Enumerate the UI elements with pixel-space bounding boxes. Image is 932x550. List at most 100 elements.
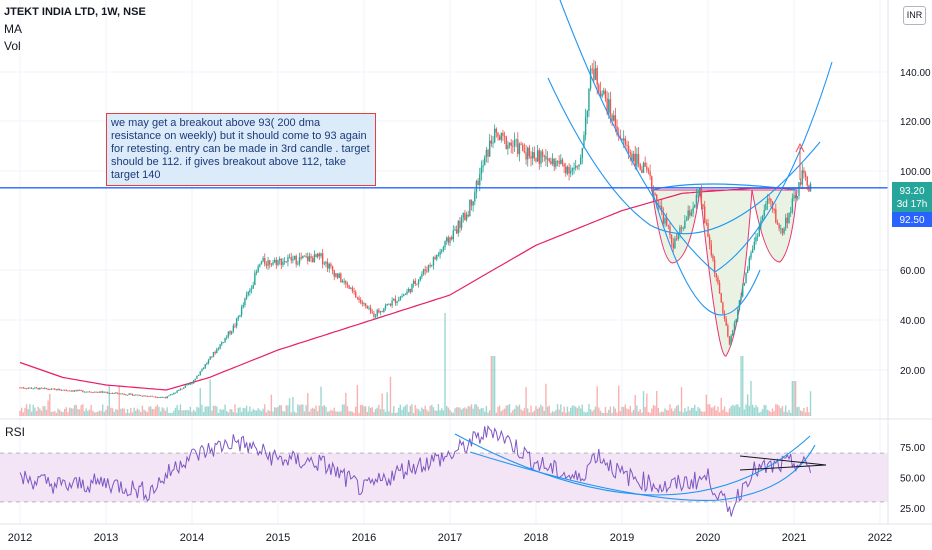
volume-bar (646, 393, 648, 416)
candle-body (173, 392, 175, 395)
volume-bar (283, 411, 286, 416)
pattern-shape[interactable] (651, 189, 701, 264)
volume-bar (230, 409, 233, 416)
candle-body (667, 225, 670, 227)
candle-body (505, 136, 507, 149)
arc-drawing[interactable] (547, 77, 821, 235)
volume-bar (531, 412, 534, 416)
rsi-arc-drawing[interactable] (454, 433, 811, 496)
volume-bar (355, 406, 357, 416)
candle-body (730, 335, 732, 345)
symbol-title[interactable]: JTEKT INDIA LTD, 1W, NSE (4, 6, 146, 18)
candle-body (599, 91, 602, 97)
ma-legend[interactable]: MA (4, 22, 22, 36)
volume-bar (806, 406, 808, 416)
volume-bar (659, 412, 661, 416)
candle-body (83, 391, 86, 393)
candle-body (70, 390, 72, 392)
candle-body (535, 158, 537, 162)
volume-bar (566, 406, 569, 416)
candle-body (449, 237, 451, 243)
arc-drawing[interactable] (559, 0, 833, 273)
candle-body (39, 387, 41, 390)
volume-bar (39, 408, 41, 416)
pattern-shape[interactable] (751, 189, 798, 263)
rsi-legend[interactable]: RSI (5, 425, 26, 439)
rsi-axis[interactable]: 75.00 50.00 25.00 (900, 443, 925, 515)
time-tick-label: 2016 (352, 532, 376, 544)
drawing-arcs[interactable] (547, 0, 833, 316)
candle-body (527, 147, 529, 160)
candle-body (115, 392, 117, 394)
candle-body (111, 393, 114, 394)
arc-drawing[interactable] (651, 189, 761, 316)
candle-body (512, 145, 514, 147)
volume-bar (136, 408, 139, 416)
candle-body (207, 359, 210, 364)
volume-bar (219, 409, 221, 416)
volume-bar (735, 404, 737, 416)
candle-body (507, 145, 509, 149)
candle-body (742, 285, 744, 297)
line-price-badge: 92.50 (892, 212, 932, 227)
volume-bar (384, 411, 387, 416)
volume-bar (687, 406, 689, 416)
candle-body (407, 288, 410, 292)
rsi-arc-drawing[interactable] (469, 444, 816, 501)
time-tick-label: 2022 (868, 532, 892, 544)
volume-bar (551, 411, 554, 416)
volume-bar (634, 394, 636, 416)
volume-bar (436, 410, 438, 416)
volume-bar (708, 404, 711, 416)
candle-body (282, 261, 284, 265)
target-arrow[interactable] (795, 142, 805, 180)
pattern-shape[interactable] (699, 189, 753, 357)
volume-bar (680, 387, 683, 416)
volume-bar (441, 408, 443, 416)
time-axis[interactable]: 2012 2013 2014 2015 2016 2017 2018 2019 2020 2021… (8, 532, 892, 544)
volume-bar (450, 411, 453, 416)
candle-body (593, 69, 595, 80)
candle-body (321, 253, 324, 265)
volume-bar (97, 411, 99, 416)
volume-bar (191, 411, 193, 416)
volume-bar (808, 412, 810, 416)
volume-bar (512, 410, 514, 416)
volume-bar (85, 408, 87, 416)
candle-body (37, 387, 39, 390)
candle-body (455, 229, 458, 234)
volume-bar (108, 385, 111, 416)
volume-bar (406, 404, 408, 416)
volume-bar (639, 409, 641, 416)
candle-body (606, 98, 608, 113)
candle-body (346, 283, 349, 286)
volume-bar (513, 408, 516, 416)
volume-legend[interactable]: Vol (4, 39, 21, 53)
candle-body (621, 138, 623, 141)
candle-body (80, 390, 82, 391)
candle-body (421, 274, 423, 277)
volume-bar (613, 406, 615, 416)
volume-bar (316, 411, 319, 416)
volume-bar (670, 408, 673, 416)
volume-bar (636, 405, 638, 416)
candle-body (355, 292, 357, 298)
volume-bar (467, 405, 469, 416)
currency-button[interactable]: INR (903, 6, 926, 25)
time-tick-label: 2018 (524, 532, 548, 544)
volume-bar (579, 408, 582, 416)
candle-body (454, 229, 456, 231)
rsi-drawing-arcs[interactable] (454, 433, 827, 501)
candle-body (758, 225, 760, 237)
price-axis[interactable]: 20.00 40.00 60.00 100.00 120.00 140.00 (900, 68, 931, 377)
rsi-triangle-drawing[interactable] (739, 455, 827, 471)
volume-bar (641, 412, 643, 416)
volume-bar (35, 410, 38, 416)
annotation-note[interactable]: we may get a breakout above 93( 200 dma … (106, 113, 376, 186)
volume-bar (131, 412, 134, 416)
volume-bar (464, 407, 466, 416)
candle-body (20, 387, 23, 389)
volume-bar (760, 411, 762, 416)
volume-bar (763, 404, 765, 416)
